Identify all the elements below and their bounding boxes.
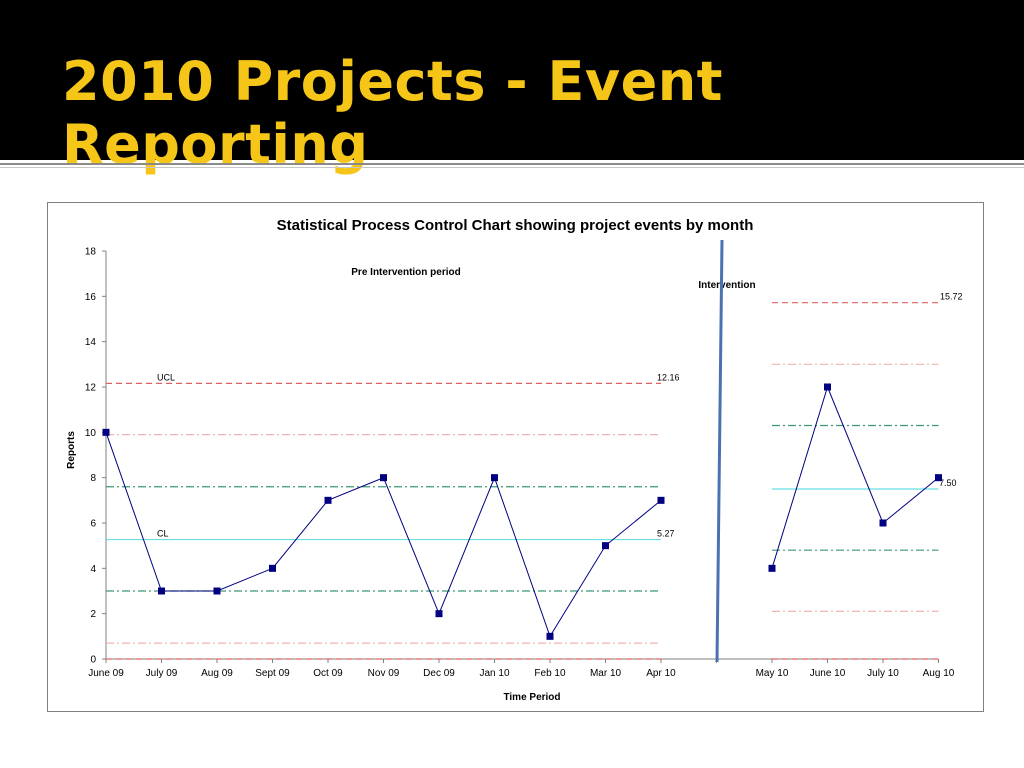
x-tick-label: June 09	[88, 668, 124, 679]
chart-title: Statistical Process Control Chart showin…	[277, 217, 754, 234]
x-tick-label: Aug 09	[201, 668, 233, 679]
y-tick-label: 10	[85, 428, 97, 439]
divider-rule-thin	[0, 167, 1024, 168]
divider-rule	[0, 163, 1024, 165]
data-point	[824, 383, 831, 391]
cl-value-label: 5.27	[657, 529, 675, 539]
data-point	[380, 474, 387, 482]
x-tick-label: Nov 09	[368, 668, 400, 679]
ucl-value-label: 15.72	[940, 292, 963, 302]
intervention-divider	[715, 239, 724, 663]
y-tick-label: 8	[90, 473, 96, 484]
y-tick-label: 4	[90, 564, 96, 575]
x-tick-label: July 10	[867, 668, 899, 679]
data-point	[324, 496, 332, 504]
slide-title: 2010 Projects - Event Reporting	[62, 50, 723, 176]
x-tick-label: Mar 10	[590, 668, 622, 679]
x-tick-label: Oct 09	[313, 668, 343, 679]
x-tick-label: Jan 10	[479, 668, 509, 679]
x-tick-label: Aug 10	[923, 668, 955, 679]
y-tick-label: 2	[90, 609, 96, 620]
data-point	[768, 564, 776, 572]
title-banner: 2010 Projects - Event Reporting	[0, 0, 1024, 176]
x-tick-label: Sept 09	[255, 668, 290, 679]
data-point	[491, 474, 498, 482]
x-tick-label: May 10	[756, 668, 789, 679]
plot-area: 0 2 4 6 8 10 12 14 16 18 June 09 July 09 Aug 09 Sept …	[85, 239, 963, 679]
cl-value-label: 7.50	[939, 478, 957, 488]
x-tick-label: Dec 09	[423, 668, 455, 679]
y-tick-label: 12	[85, 383, 97, 394]
data-point	[269, 564, 276, 572]
x-tick-label: June 10	[810, 668, 846, 679]
y-tick-label: 14	[85, 337, 97, 348]
x-tick-label: Apr 10	[646, 668, 676, 679]
series-line	[105, 432, 662, 638]
y-tick-label: 6	[90, 519, 96, 530]
x-tick-label: Feb 10	[534, 668, 566, 679]
y-tick-label: 18	[85, 247, 97, 258]
series-line	[771, 385, 939, 569]
data-point	[213, 587, 221, 595]
data-point	[435, 610, 443, 618]
y-axis-title: Reports	[66, 431, 77, 469]
data-point	[546, 632, 554, 640]
data-point	[102, 428, 110, 436]
x-tick-label: July 09	[146, 668, 178, 679]
data-point	[602, 542, 609, 550]
y-tick-label: 16	[85, 292, 97, 303]
cl-annotation: CL	[157, 529, 169, 539]
data-point	[657, 496, 665, 504]
ucl-value-label: 12.16	[657, 372, 680, 382]
data-point	[158, 587, 165, 595]
period-label-intervention: Intervention	[698, 280, 755, 291]
y-tick-label: 0	[90, 655, 96, 666]
data-point	[879, 519, 887, 527]
period-label-pre: Pre Intervention period	[351, 267, 460, 278]
x-axis-title: Time Period	[503, 692, 560, 703]
chart-frame	[47, 202, 984, 712]
ucl-annotation: UCL	[157, 372, 175, 382]
data-point	[935, 474, 942, 482]
